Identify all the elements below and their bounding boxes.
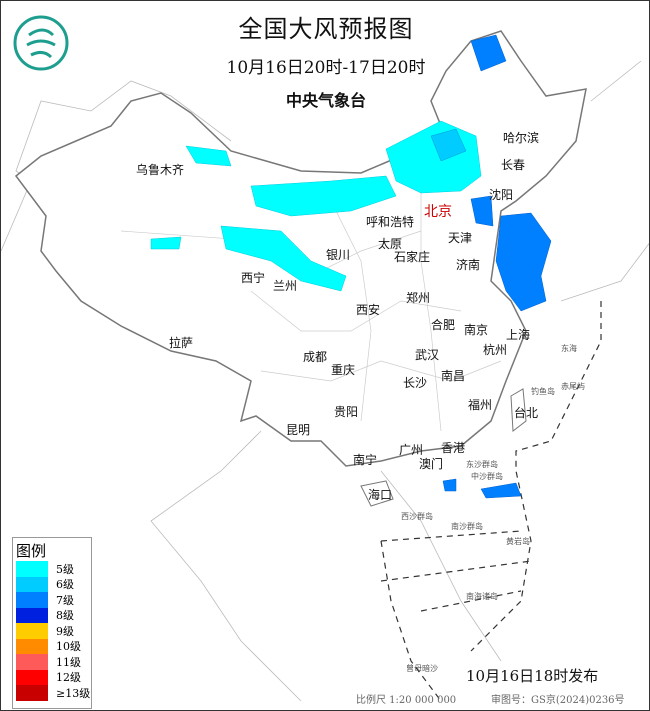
sea-label: 南海诸岛 [466,592,498,601]
city-label: 长春 [501,158,526,172]
wind-area-level7-dongsha [442,478,457,492]
city-label: 南宁 [353,453,378,467]
sea-label: 中沙群岛 [471,472,503,481]
legend-item: 11级 [13,654,91,670]
city-label: 武汉 [415,348,440,362]
city-label: 西宁 [241,271,266,285]
city-label: 哈尔滨 [503,131,540,145]
wind-area-level5-inner-mongolia [385,120,482,194]
city-label: 沈阳 [489,188,514,202]
legend-swatch [16,654,48,670]
wind-areas [150,34,552,499]
sea-label: 钓鱼岛 [531,387,555,396]
legend-item: 6级 [13,576,91,592]
city-label: 西安 [356,303,381,317]
legend-label: ≥13级 [56,686,91,700]
city-label: 福州 [468,398,493,412]
agency-name: 中央气象台 [285,91,366,110]
legend-swatch [16,592,48,608]
taiwan-island [510,388,527,432]
legend-swatch [16,576,48,592]
legend-label: 7级 [56,593,74,607]
city-label: 拉萨 [169,336,194,350]
legend-label: 12级 [56,671,81,685]
map-title: 全国大风预报图 [238,15,414,43]
map-scale: 比例尺 1:20 000 000 [356,695,457,706]
city-label: 重庆 [331,363,356,377]
legend-item: 9级 [13,623,91,639]
maritime-boundaries [380,301,602,702]
neighbor-borders [1,60,649,702]
city-label-capital: 北京 [424,204,452,220]
city-label: 贵阳 [334,405,359,419]
legend-item: ≥13级 [13,685,91,701]
issue-time: 10月16日18时发布 [466,667,599,685]
city-label: 香港 [441,441,466,455]
legend-swatch [16,638,48,654]
wind-area-level5-qinghai [150,236,182,250]
legend-item: 5级 [13,561,91,577]
city-label: 杭州 [483,343,508,357]
forecast-period: 10月16日20时-17日20时 [226,58,426,78]
city-label: 太原 [378,237,403,251]
city-label: 天津 [448,231,473,245]
legend-item: 12级 [13,669,91,685]
city-label: 呼和浩特 [366,215,415,229]
sea-label: 西沙群岛 [401,512,433,521]
city-label: 南昌 [441,369,466,383]
wind-area-level5-gansu [220,225,347,292]
wind-area-level5-mongolia-border [250,175,397,217]
legend-title: 图例 [16,542,47,560]
city-label: 郑州 [406,291,431,305]
legend-swatch [16,561,48,577]
legend-label: 11级 [56,655,81,669]
cma-logo-icon [13,15,69,71]
legend-item: 8级 [13,607,91,623]
sea-label: 赤尾屿 [561,382,585,391]
legend-label: 10级 [56,640,81,654]
city-label: 成都 [303,350,328,364]
city-label: 广州 [399,443,424,457]
city-label: 乌鲁木齐 [136,163,185,177]
legend-swatch [16,607,48,623]
wind-area-level5-xinjiang [185,145,232,167]
city-label: 兰州 [273,279,298,293]
city-label: 南京 [464,323,489,337]
wind-area-level7-heilongjiang [470,34,507,72]
city-label: 上海 [506,328,531,342]
city-label: 海口 [368,488,393,502]
legend-item: 10级 [13,638,91,654]
wind-area-level7-liaodong [470,195,494,227]
city-label: 银川 [326,248,351,262]
city-label: 合肥 [431,318,456,332]
legend-label: 6级 [56,578,74,592]
sea-label: 南沙群岛 [451,522,483,531]
sea-label: 东海 [561,344,577,353]
legend-swatch [16,685,48,701]
sea-label: 东沙群岛 [466,460,498,469]
city-label: 台北 [514,406,539,420]
map-review-number: 审图号：GS京(2024)0236号 [491,695,625,706]
legend-label: 8级 [56,609,74,623]
legend: 图例 5级 6级 7级 8级 9级 10级 11级 12级 ≥13级 [12,537,92,709]
sea-label: 黄岩岛 [506,537,530,546]
city-label: 长沙 [403,376,428,390]
city-label: 澳门 [419,457,444,471]
city-label: 昆明 [286,423,311,437]
wind-area-level7-bohai [495,212,552,312]
legend-swatch [16,623,48,639]
sea-label: 曾母暗沙 [406,664,438,673]
city-label: 石家庄 [394,250,431,264]
city-label: 济南 [456,258,481,272]
legend-label: 9级 [56,624,74,638]
legend-item: 7级 [13,592,91,608]
legend-swatch [16,669,48,685]
wind-area-level6 [430,128,467,162]
legend-label: 5级 [56,562,74,576]
wind-area-level7-south-sea [480,482,522,499]
hainan-island [360,480,394,507]
